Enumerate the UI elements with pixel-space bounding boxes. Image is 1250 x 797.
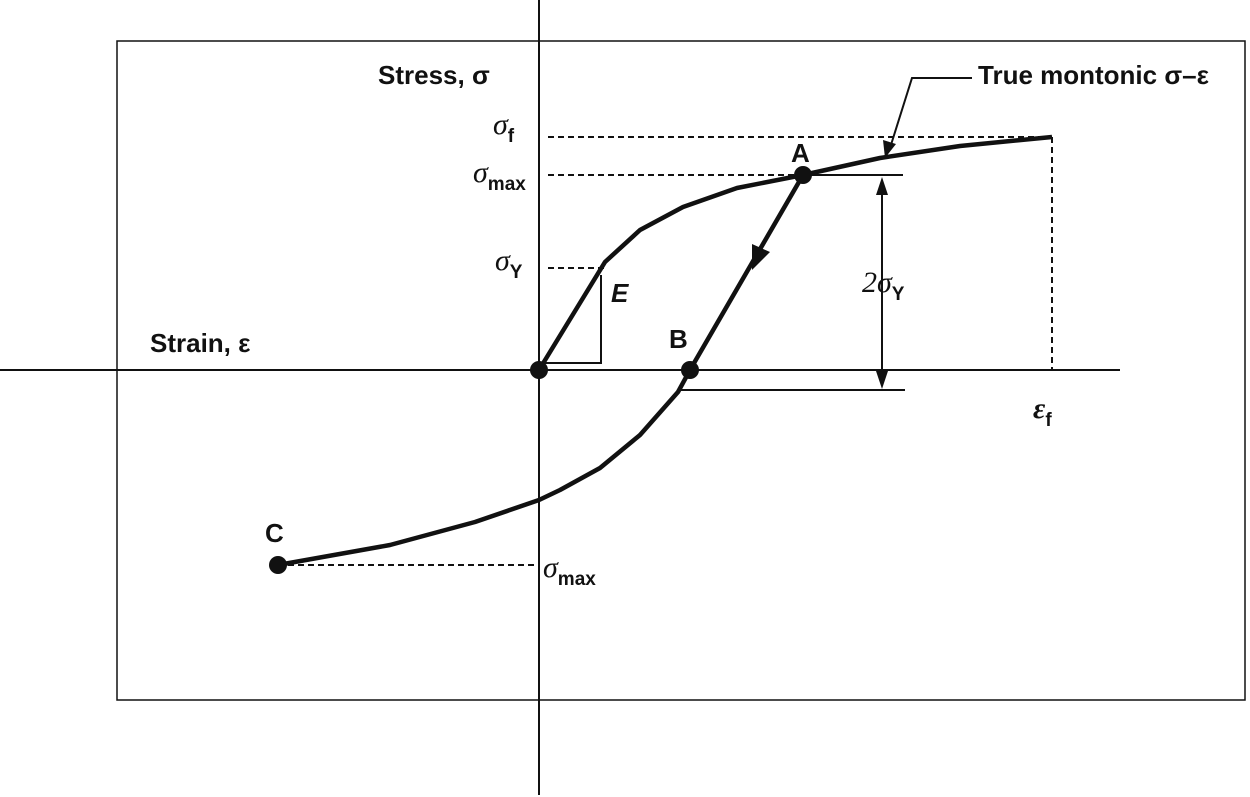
arrow-head — [752, 244, 770, 270]
level-label: σY — [495, 244, 523, 283]
leader-line — [889, 77, 972, 149]
slope-triangle — [539, 275, 602, 364]
point-c — [269, 556, 287, 574]
point-label: B — [669, 324, 688, 354]
arrow-head — [883, 140, 896, 158]
subscript: max — [558, 569, 596, 590]
arrow-head — [876, 371, 888, 389]
subscript: Y — [510, 262, 523, 283]
point-label: A — [791, 138, 810, 168]
monotonic-curve — [537, 134, 1053, 372]
symbol: ε — [1033, 392, 1046, 425]
subscript: f — [1045, 410, 1052, 431]
subscript: f — [508, 126, 515, 147]
symbol: σ — [543, 551, 559, 584]
symbol: σ — [495, 244, 511, 277]
level-label: σmax — [473, 156, 526, 195]
point-a — [794, 166, 812, 184]
subscript: max — [488, 174, 526, 195]
stress-label: Stress, σ — [378, 60, 490, 90]
level-label: σmax — [543, 551, 596, 590]
symbol: σ — [473, 156, 489, 189]
symbol: σ — [493, 108, 509, 141]
point-label: C — [265, 518, 284, 548]
strain-label: Strain, ε — [150, 328, 250, 358]
subscript: Y — [892, 284, 905, 305]
arrow-head — [876, 177, 888, 195]
origin-point — [530, 361, 548, 379]
annotation: True montonic σ–ε — [978, 60, 1209, 90]
cyclic-curve — [277, 173, 805, 568]
point-b — [681, 361, 699, 379]
level-label: σf — [493, 108, 515, 147]
symbol: 2σ — [862, 266, 893, 299]
range-label: 2σY — [862, 266, 905, 305]
strain-f-label: εf — [1033, 392, 1052, 431]
slope-label: E — [611, 278, 629, 308]
